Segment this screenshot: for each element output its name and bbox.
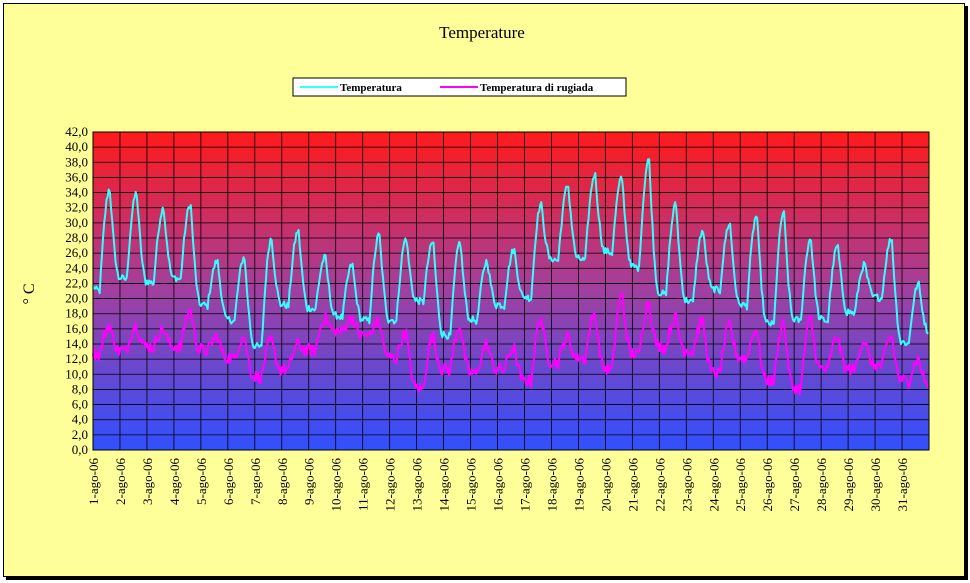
y-axis-label: ° C (21, 283, 38, 304)
x-axis-ticks: 1-ago-06 2-ago-06 3-ago-06 4-ago-06 5-ago-06… (86, 458, 910, 512)
x-tick-label: 12-ago-06 (383, 458, 398, 512)
legend-label-rugiada: Temperatura di rugiada (480, 82, 594, 94)
y-tick-label: 28,0 (65, 230, 88, 245)
x-tick-label: 25-ago-06 (733, 458, 748, 512)
x-tick-label: 14-ago-06 (437, 458, 452, 512)
y-tick-label: 22,0 (65, 275, 88, 290)
y-tick-label: 20,0 (65, 291, 88, 306)
x-tick-label: 29-ago-06 (841, 458, 856, 512)
y-tick-label: 38,0 (65, 154, 88, 169)
x-tick-label: 13-ago-06 (410, 458, 425, 512)
y-tick-label: 16,0 (65, 321, 88, 336)
x-tick-label: 20-ago-06 (598, 458, 613, 512)
y-tick-label: 26,0 (65, 245, 88, 260)
y-tick-label: 40,0 (65, 139, 88, 154)
x-tick-label: 22-ago-06 (652, 458, 667, 512)
chart-frame: Temperature Temperatura Temperatura di r… (3, 3, 965, 577)
series-layer (92, 158, 930, 396)
y-tick-label: 12,0 (65, 351, 88, 366)
x-tick-label: 31-ago-06 (895, 458, 910, 512)
x-tick-label: 18-ago-06 (544, 458, 559, 512)
x-tick-label: 7-ago-06 (248, 458, 263, 505)
y-tick-label: 36,0 (65, 169, 88, 184)
x-tick-label: 30-ago-06 (868, 458, 883, 512)
x-tick-label: 26-ago-06 (760, 458, 775, 512)
x-tick-label: 9-ago-06 (302, 458, 317, 505)
x-tick-label: 28-ago-06 (814, 458, 829, 512)
x-tick-label: 16-ago-06 (491, 458, 506, 512)
x-tick-label: 1-ago-06 (86, 458, 101, 505)
series-line-rugiada (92, 292, 930, 396)
y-tick-label: 34,0 (65, 185, 88, 200)
series-line-temperatura (92, 158, 930, 350)
x-tick-label: 17-ago-06 (517, 458, 532, 512)
chart-title: Temperature (439, 23, 525, 42)
x-tick-label: 24-ago-06 (706, 458, 721, 512)
x-tick-label: 6-ago-06 (221, 458, 236, 505)
legend: Temperatura Temperatura di rugiada (292, 77, 627, 97)
y-axis-ticks: 0,02,04,06,08,010,012,014,016,018,020,02… (65, 124, 88, 457)
y-tick-label: 24,0 (65, 260, 88, 275)
x-tick-label: 19-ago-06 (571, 458, 586, 512)
y-tick-label: 32,0 (65, 200, 88, 215)
temperature-chart: Temperature Temperatura Temperatura di r… (21, 23, 930, 512)
plot-border (92, 131, 930, 451)
x-tick-label: 15-ago-06 (464, 458, 479, 512)
y-tick-label: 0,0 (72, 442, 88, 457)
y-tick-label: 18,0 (65, 306, 88, 321)
y-tick-label: 42,0 (65, 124, 88, 139)
y-tick-label: 2,0 (72, 427, 88, 442)
x-tick-label: 4-ago-06 (167, 458, 182, 505)
y-tick-label: 10,0 (65, 366, 88, 381)
x-tick-label: 11-ago-06 (356, 458, 371, 511)
y-tick-label: 8,0 (72, 381, 88, 396)
y-tick-label: 4,0 (72, 412, 88, 427)
legend-label-temperatura: Temperatura (340, 82, 402, 94)
x-tick-label: 23-ago-06 (679, 458, 694, 512)
x-tick-label: 21-ago-06 (625, 458, 640, 512)
x-tick-label: 27-ago-06 (787, 458, 802, 512)
y-tick-label: 6,0 (72, 397, 88, 412)
x-tick-label: 5-ago-06 (194, 458, 209, 505)
x-tick-label: 10-ago-06 (329, 458, 344, 512)
x-tick-label: 2-ago-06 (113, 458, 128, 505)
y-tick-label: 14,0 (65, 336, 88, 351)
x-tick-label: 3-ago-06 (140, 458, 155, 505)
x-tick-label: 8-ago-06 (275, 458, 290, 505)
y-tick-label: 30,0 (65, 215, 88, 230)
